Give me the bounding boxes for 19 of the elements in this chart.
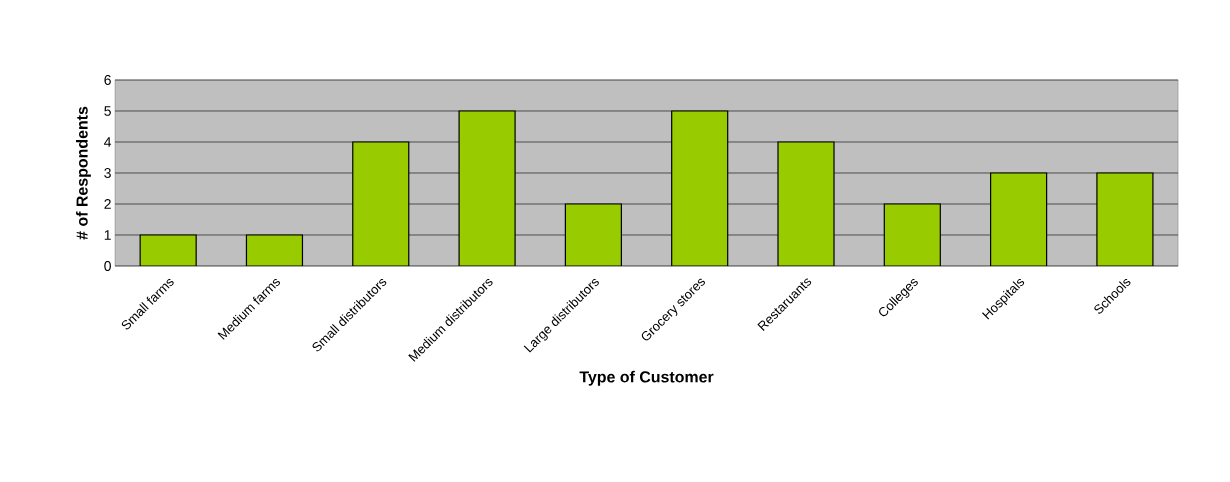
bar	[352, 141, 410, 266]
bar	[245, 234, 304, 266]
bar	[564, 203, 622, 266]
y-tick-label: 5	[104, 106, 111, 116]
bar	[777, 141, 835, 266]
y-axis-title: # of Respondents	[76, 106, 91, 240]
y-tick-label: 4	[104, 137, 112, 147]
y-tick-label: 2	[104, 199, 111, 209]
bar	[1096, 172, 1154, 266]
y-tick-label: 0	[104, 261, 111, 271]
y-tick-label: 6	[104, 75, 111, 85]
bar	[883, 203, 941, 266]
bar	[990, 172, 1048, 266]
bar	[671, 110, 729, 266]
y-tick-label: 1	[104, 230, 111, 240]
bar	[139, 234, 197, 266]
bar	[458, 110, 516, 266]
y-tick-label: 3	[104, 168, 111, 178]
x-axis-title: Type of Customer	[579, 370, 714, 386]
